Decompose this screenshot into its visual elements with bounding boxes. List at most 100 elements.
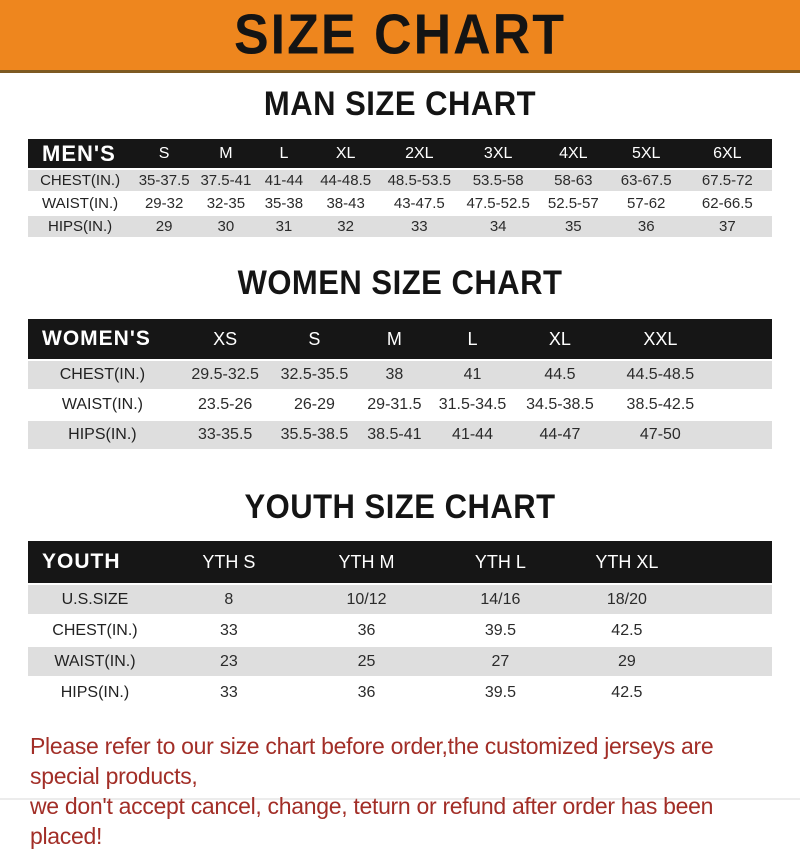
order-policy-line-1: Please refer to our size chart before or… bbox=[30, 733, 714, 789]
cell-spacer bbox=[690, 585, 772, 614]
youth-waist-row: WAIST(IN.) 23 25 27 29 bbox=[28, 647, 772, 676]
size-value-cell: 57-62 bbox=[609, 193, 683, 214]
men-size-table: MEN'S S M L XL 2XL 3XL 4XL 5XL 6XL CHEST… bbox=[28, 137, 772, 239]
women-size-header: S bbox=[273, 319, 356, 359]
size-chart-banner: SIZE CHART bbox=[0, 0, 800, 73]
size-value-cell: 39.5 bbox=[437, 616, 564, 645]
size-value-cell: 39.5 bbox=[437, 678, 564, 707]
row-label: CHEST(IN.) bbox=[28, 361, 177, 389]
size-value-cell: 38 bbox=[355, 361, 434, 389]
women-corner-label: WOMEN'S bbox=[28, 319, 177, 359]
women-size-table: WOMEN'S XS S M L XL XXL CHEST(IN.) 29.5-… bbox=[28, 317, 772, 451]
men-corner-label: MEN'S bbox=[28, 139, 133, 168]
size-value-cell: 47.5-52.5 bbox=[459, 193, 537, 214]
size-value-cell: 8 bbox=[161, 585, 296, 614]
row-label: U.S.SIZE bbox=[28, 585, 162, 614]
size-value-cell: 58-63 bbox=[536, 170, 610, 191]
size-value-cell: 44-47 bbox=[511, 421, 609, 449]
men-hips-row: HIPS(IN.) 29 30 31 32 33 34 35 36 37 bbox=[28, 216, 772, 237]
men-size-header: 4XL bbox=[536, 139, 610, 168]
cell-spacer bbox=[690, 616, 772, 645]
size-value-cell: 32 bbox=[312, 216, 380, 237]
header-spacer bbox=[690, 541, 772, 583]
size-value-cell: 41-44 bbox=[255, 170, 313, 191]
women-hips-row: HIPS(IN.) 33-35.5 35.5-38.5 38.5-41 41-4… bbox=[28, 421, 772, 449]
youth-header-row: YOUTH YTH S YTH M YTH L YTH XL bbox=[28, 541, 772, 583]
youth-size-header: YTH S bbox=[161, 541, 296, 583]
women-size-header: XL bbox=[511, 319, 609, 359]
size-value-cell: 33 bbox=[161, 678, 296, 707]
size-value-cell: 29 bbox=[132, 216, 197, 237]
youth-corner-label: YOUTH bbox=[28, 541, 162, 583]
order-policy-note: Please refer to our size chart before or… bbox=[30, 731, 774, 851]
youth-size-header: YTH L bbox=[437, 541, 564, 583]
size-value-cell: 38.5-41 bbox=[355, 421, 434, 449]
size-value-cell: 41 bbox=[433, 361, 512, 389]
size-value-cell: 25 bbox=[295, 647, 438, 676]
men-size-header: 2XL bbox=[379, 139, 460, 168]
size-value-cell: 35-37.5 bbox=[132, 170, 197, 191]
women-chest-row: CHEST(IN.) 29.5-32.5 32.5-35.5 38 41 44.… bbox=[28, 361, 772, 389]
size-value-cell: 31 bbox=[255, 216, 313, 237]
men-size-header: S bbox=[132, 139, 197, 168]
women-size-header: L bbox=[433, 319, 512, 359]
men-size-header: L bbox=[255, 139, 313, 168]
row-label: CHEST(IN.) bbox=[28, 616, 162, 645]
size-value-cell: 41-44 bbox=[433, 421, 512, 449]
size-value-cell: 31.5-34.5 bbox=[433, 391, 512, 419]
order-policy-line-2: we don't accept cancel, change, teturn o… bbox=[30, 793, 714, 849]
men-size-header: 6XL bbox=[682, 139, 772, 168]
size-value-cell: 27 bbox=[437, 647, 564, 676]
size-value-cell: 37 bbox=[682, 216, 772, 237]
youth-size-table: YOUTH YTH S YTH M YTH L YTH XL U.S.SIZE … bbox=[28, 539, 772, 709]
size-value-cell: 37.5-41 bbox=[196, 170, 256, 191]
size-value-cell: 14/16 bbox=[437, 585, 564, 614]
size-value-cell: 36 bbox=[295, 678, 438, 707]
size-value-cell: 10/12 bbox=[295, 585, 438, 614]
size-value-cell: 23 bbox=[161, 647, 296, 676]
size-value-cell: 30 bbox=[196, 216, 256, 237]
row-label: WAIST(IN.) bbox=[28, 647, 162, 676]
cell-spacer bbox=[712, 391, 772, 419]
size-value-cell: 44-48.5 bbox=[312, 170, 380, 191]
cell-spacer bbox=[712, 421, 772, 449]
size-value-cell: 32-35 bbox=[196, 193, 256, 214]
size-value-cell: 35.5-38.5 bbox=[273, 421, 356, 449]
size-value-cell: 32.5-35.5 bbox=[273, 361, 356, 389]
row-label: HIPS(IN.) bbox=[28, 678, 162, 707]
men-header-row: MEN'S S M L XL 2XL 3XL 4XL 5XL 6XL bbox=[28, 139, 772, 168]
men-size-header: XL bbox=[312, 139, 380, 168]
cell-spacer bbox=[712, 361, 772, 389]
youth-hips-row: HIPS(IN.) 33 36 39.5 42.5 bbox=[28, 678, 772, 707]
cell-spacer bbox=[690, 647, 772, 676]
size-value-cell: 33-35.5 bbox=[176, 421, 274, 449]
size-value-cell: 38-43 bbox=[312, 193, 380, 214]
women-waist-row: WAIST(IN.) 23.5-26 26-29 29-31.5 31.5-34… bbox=[28, 391, 772, 419]
size-value-cell: 35 bbox=[536, 216, 610, 237]
cell-spacer bbox=[690, 678, 772, 707]
size-value-cell: 26-29 bbox=[273, 391, 356, 419]
men-size-header: 3XL bbox=[459, 139, 537, 168]
row-label: WAIST(IN.) bbox=[28, 193, 133, 214]
size-value-cell: 33 bbox=[161, 616, 296, 645]
row-label: HIPS(IN.) bbox=[28, 421, 177, 449]
size-value-cell: 18/20 bbox=[563, 585, 691, 614]
size-value-cell: 62-66.5 bbox=[682, 193, 772, 214]
size-value-cell: 29 bbox=[563, 647, 691, 676]
size-value-cell: 29.5-32.5 bbox=[176, 361, 274, 389]
size-value-cell: 44.5 bbox=[511, 361, 609, 389]
row-label: HIPS(IN.) bbox=[28, 216, 133, 237]
men-size-header: 5XL bbox=[609, 139, 683, 168]
size-value-cell: 36 bbox=[609, 216, 683, 237]
men-chest-row: CHEST(IN.) 35-37.5 37.5-41 41-44 44-48.5… bbox=[28, 170, 772, 191]
women-size-header: M bbox=[355, 319, 434, 359]
youth-ussize-row: U.S.SIZE 8 10/12 14/16 18/20 bbox=[28, 585, 772, 614]
size-value-cell: 43-47.5 bbox=[379, 193, 460, 214]
size-value-cell: 53.5-58 bbox=[459, 170, 537, 191]
women-size-header: XS bbox=[176, 319, 274, 359]
size-value-cell: 67.5-72 bbox=[682, 170, 772, 191]
size-value-cell: 29-31.5 bbox=[355, 391, 434, 419]
size-value-cell: 42.5 bbox=[563, 616, 691, 645]
size-value-cell: 47-50 bbox=[608, 421, 713, 449]
men-section-heading: MAN SIZE CHART bbox=[263, 84, 537, 123]
